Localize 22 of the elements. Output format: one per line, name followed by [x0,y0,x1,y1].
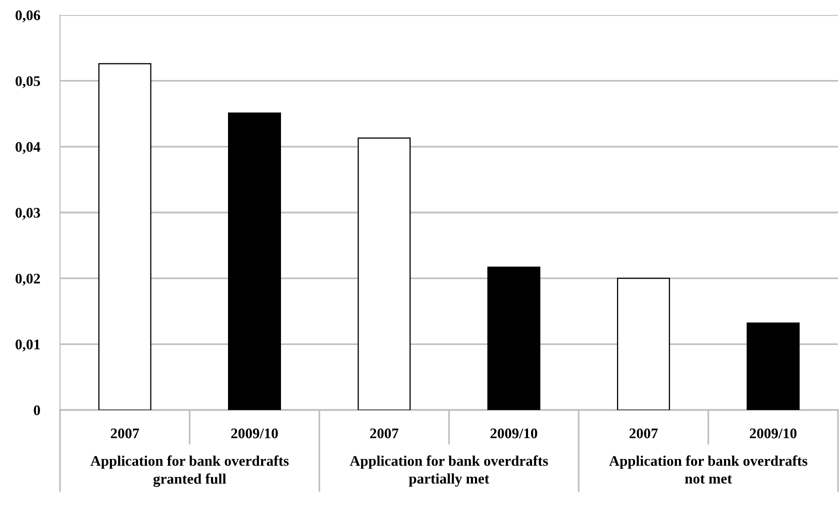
text: Application for bank overdrafts not met [609,455,808,484]
y-tick-label: 0,02 [16,274,40,286]
text: Application for bank overdrafts granted full [90,455,289,487]
bar [617,278,670,410]
y-tick-label: 0,05 [16,76,40,88]
y-tick-label: 0,04 [16,142,40,154]
bar [487,266,540,410]
bar [358,138,411,410]
bar [746,322,800,410]
x-tick-label: 2009/10 [490,428,538,438]
y-tick-label: 0,01 [16,340,40,352]
text: Application for bank overdrafts partially met [350,455,548,487]
bar [228,112,281,410]
x-tick-label: 2007 [110,428,140,438]
y-tick-label: 0,03 [16,208,40,220]
y-tick-label: 0,06 [16,10,40,22]
y-tick-label: 0 [34,405,40,416]
x-tick-label: 2007 [370,428,398,438]
x-tick-label: 2007 [630,428,658,438]
bar [98,63,152,410]
x-tick-label: 2009/10 [231,428,278,438]
x-tick-label: 2009/10 [750,428,797,438]
